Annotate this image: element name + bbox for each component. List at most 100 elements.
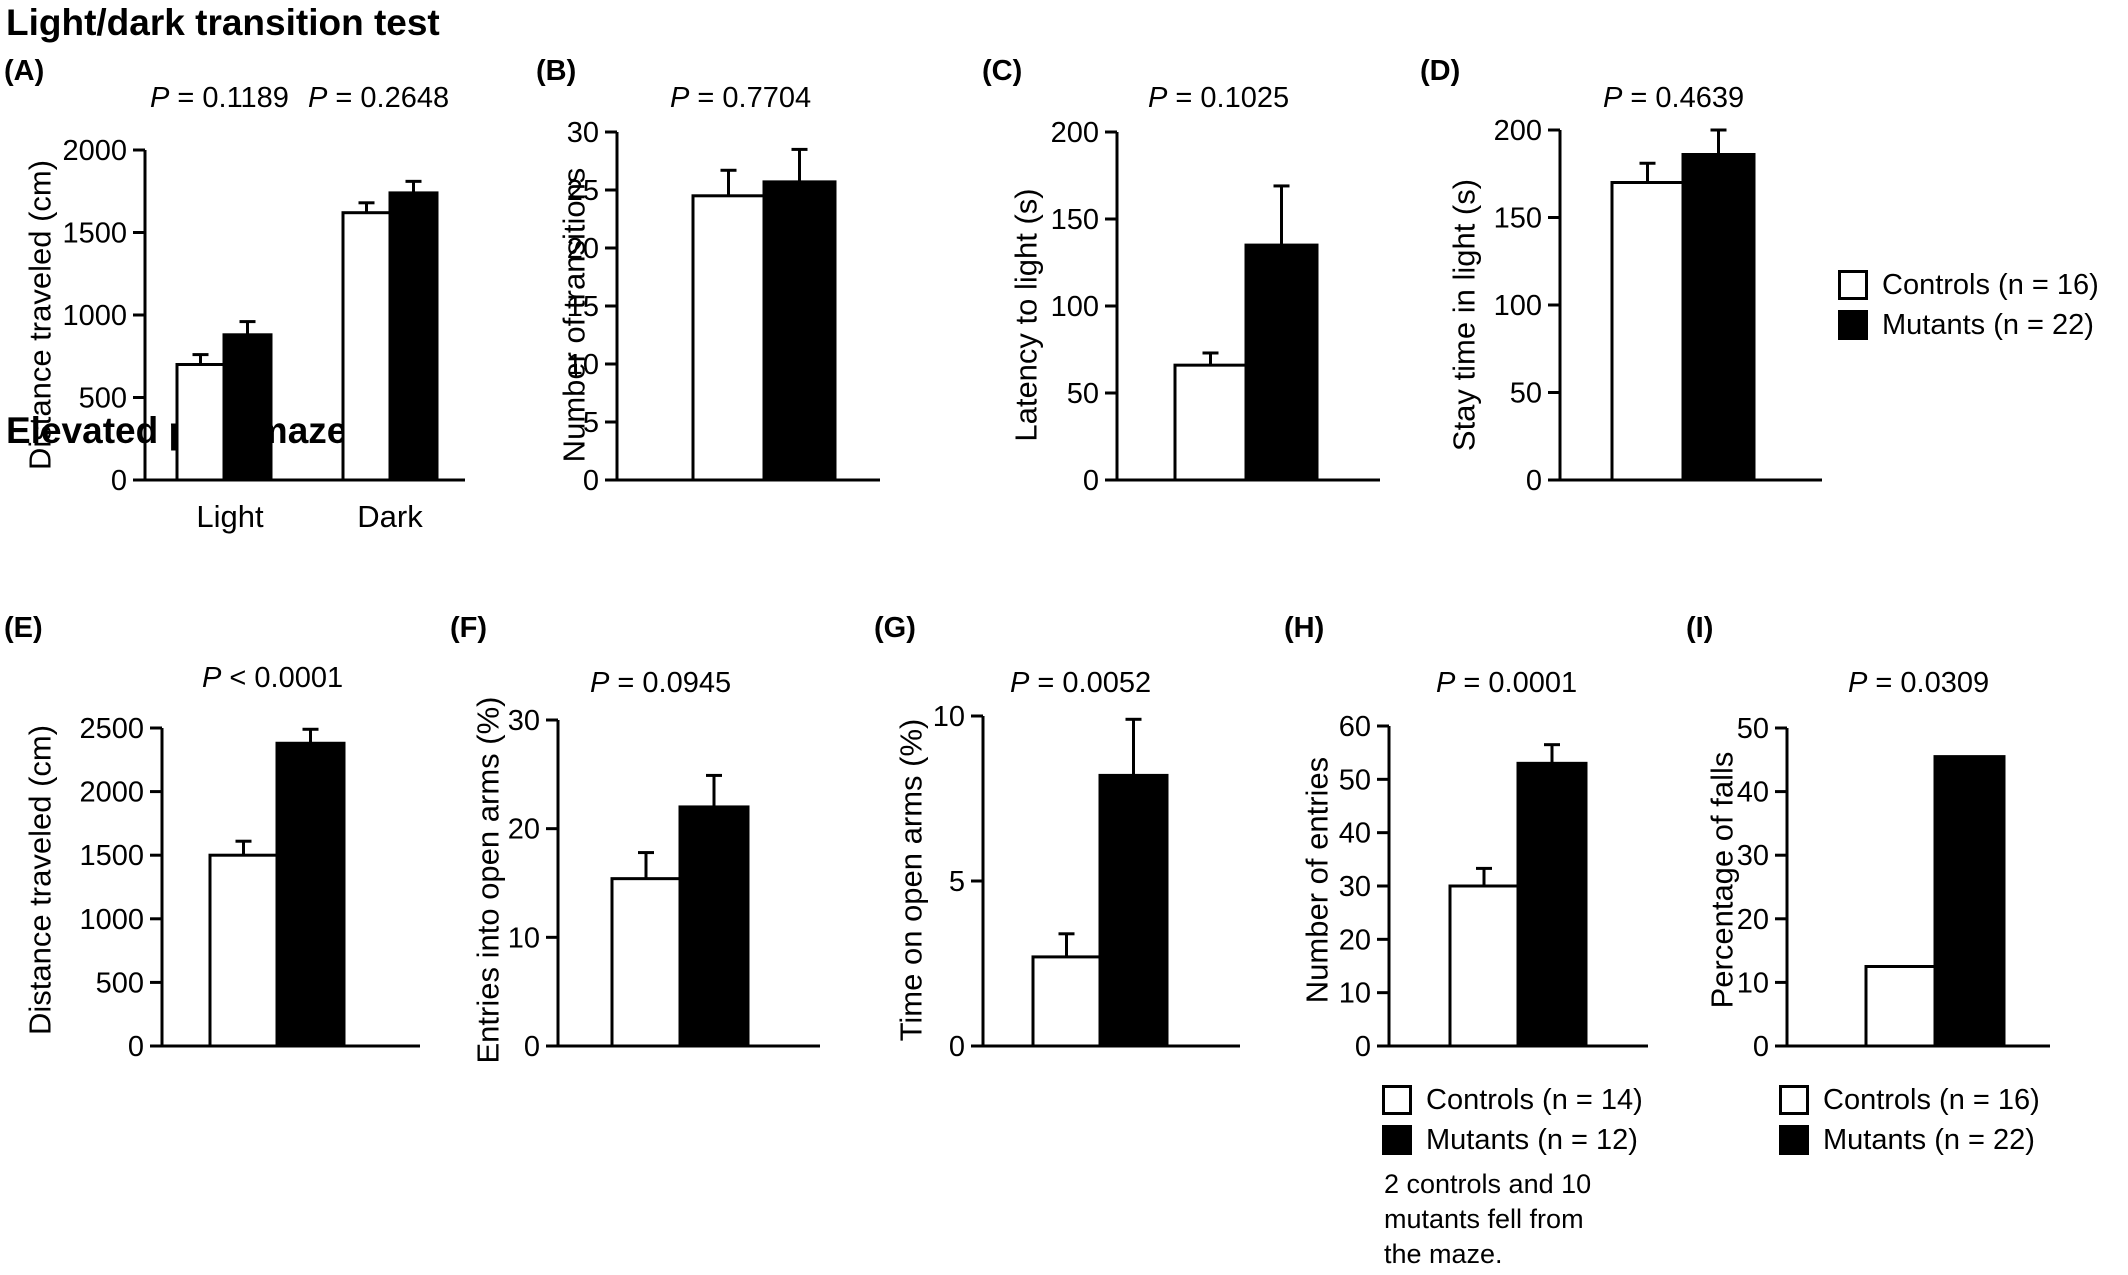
bar-controls [208, 853, 279, 1048]
y-axis-label: Time on open arms (%) [893, 719, 928, 1042]
y-tick-label: 100 [1051, 291, 1099, 323]
y-tick-label: 200 [1494, 115, 1542, 147]
y-tick-label: 50 [1737, 713, 1769, 745]
bar-controls [1173, 363, 1248, 482]
y-tick-label: 0 [111, 465, 127, 497]
y-axis-label: Number of transitions [556, 168, 591, 463]
panel-label: (H) [1284, 612, 1325, 644]
x-category-label: Light [196, 499, 264, 534]
y-tick-label: 10 [1737, 967, 1769, 999]
y-tick-label: 50 [1510, 378, 1542, 410]
legend-label-controls: Controls (n = 14) [1426, 1083, 1643, 1116]
y-tick-label: 1000 [79, 904, 144, 936]
panel-label: (A) [4, 55, 45, 87]
y-tick-label: 50 [1339, 764, 1371, 796]
y-axis-label: Entries into open arms (%) [470, 697, 505, 1064]
mutants-swatch [1382, 1125, 1412, 1155]
y-tick-label: 25 [567, 175, 599, 207]
y-tick-label: 50 [1067, 378, 1099, 410]
y-tick-label: 5 [583, 407, 599, 439]
y-tick-label: 20 [1737, 904, 1769, 936]
bar-controls [1864, 965, 1937, 1048]
y-tick-label: 0 [1526, 465, 1542, 497]
panel-label: (B) [536, 55, 577, 87]
legend-label-mutants: Mutants (n = 22) [1882, 308, 2094, 341]
y-tick-label: 0 [1355, 1031, 1371, 1063]
y-tick-label: 2000 [62, 135, 127, 167]
y-axis-label: Stay time in light (s) [1446, 179, 1481, 451]
panel-label: (E) [4, 612, 43, 644]
y-tick-label: 40 [1737, 777, 1769, 809]
bar-controls [1610, 181, 1685, 482]
p-value-label: P = 0.0052 [1010, 667, 1152, 699]
y-tick-label: 150 [1051, 204, 1099, 236]
legend-label-mutants: Mutants (n = 12) [1426, 1123, 1638, 1156]
y-tick-label: 30 [567, 117, 599, 149]
p-value-label: P = 0.1025 [1148, 82, 1290, 114]
y-tick-label: 2500 [79, 713, 144, 745]
y-tick-label: 60 [1339, 711, 1371, 743]
x-category-label: Dark [357, 499, 423, 534]
bar-controls [610, 877, 682, 1048]
mutants-swatch [1779, 1125, 1809, 1155]
y-axis-label: Latency to light (s) [1008, 188, 1043, 441]
section-title-plus-maze: Elevated plus maze test [6, 410, 424, 451]
controls-swatch [1779, 1085, 1809, 1115]
y-tick-label: 10 [933, 701, 965, 733]
legend-item-controls: Controls (n = 16) [1779, 1080, 2040, 1120]
legend-item-mutants: Mutants (n = 22) [1779, 1120, 2040, 1160]
y-tick-label: 1500 [62, 218, 127, 250]
y-tick-label: 20 [567, 233, 599, 265]
y-tick-label: 10 [1339, 978, 1371, 1010]
y-tick-label: 20 [508, 814, 540, 846]
p-value-label: P = 0.4639 [1603, 82, 1745, 114]
y-tick-label: 15 [567, 291, 599, 323]
panel-label: (D) [1420, 55, 1461, 87]
y-tick-label: 200 [1051, 117, 1099, 149]
y-tick-label: 30 [1339, 871, 1371, 903]
p-value-label: P = 0.0309 [1848, 667, 1990, 699]
bar-mutants [1244, 243, 1319, 482]
bar-mutants [1681, 153, 1756, 482]
y-tick-label: 30 [1737, 840, 1769, 872]
controls-swatch [1382, 1085, 1412, 1115]
y-tick-label: 30 [508, 705, 540, 737]
y-tick-label: 100 [1494, 290, 1542, 322]
y-axis-label: Percentage of falls [1704, 752, 1739, 1009]
y-tick-label: 0 [583, 465, 599, 497]
y-tick-label: 2000 [79, 777, 144, 809]
bar-mutants [762, 180, 837, 482]
y-tick-label: 1000 [62, 300, 127, 332]
p-value-label: P < 0.0001 [202, 662, 344, 694]
legend-item-mutants: Mutants (n = 22) [1838, 305, 2099, 345]
y-tick-label: 0 [128, 1031, 144, 1063]
bar-mutants [275, 741, 346, 1048]
bar-mutants [1933, 755, 2006, 1048]
y-tick-label: 0 [1083, 465, 1099, 497]
legend-label-mutants: Mutants (n = 22) [1823, 1123, 2035, 1156]
controls-swatch [1838, 270, 1868, 300]
bar-controls [1448, 884, 1520, 1048]
legend-i: Controls (n = 16) Mutants (n = 22) [1779, 1080, 2040, 1160]
y-axis-label: Distance traveled (cm) [22, 725, 57, 1035]
legend-label-controls: Controls (n = 16) [1882, 268, 2099, 301]
y-tick-label: 0 [524, 1031, 540, 1063]
bar-mutants [678, 805, 750, 1048]
bar-controls [691, 194, 766, 482]
p-value-label: P = 0.0001 [1436, 667, 1578, 699]
y-tick-label: 20 [1339, 924, 1371, 956]
bar-controls [1031, 955, 1102, 1048]
y-tick-label: 40 [1339, 818, 1371, 850]
bar-mutants [222, 333, 273, 482]
panel-label: (G) [874, 612, 916, 644]
bar-mutants [1516, 761, 1588, 1048]
p-value-label: P = 0.7704 [670, 82, 812, 114]
legend-item-controls: Controls (n = 14) [1382, 1080, 1643, 1120]
legend-h: Controls (n = 14) Mutants (n = 12) [1382, 1080, 1643, 1160]
section-title-light-dark: Light/dark transition test [6, 2, 440, 43]
note-falls: 2 controls and 10 mutants fell from the … [1384, 1169, 1592, 1269]
mutants-swatch [1838, 310, 1868, 340]
p-value-label: P = 0.1189 [150, 82, 289, 114]
legend-label-controls: Controls (n = 16) [1823, 1083, 2040, 1116]
y-tick-label: 10 [508, 922, 540, 954]
